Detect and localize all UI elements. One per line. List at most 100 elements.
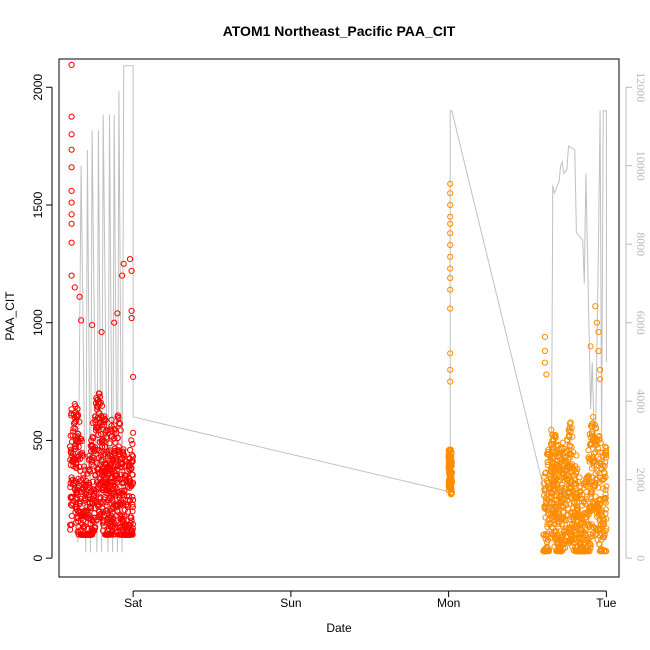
data-point: [447, 213, 454, 220]
data-point: [569, 433, 576, 440]
data-point: [115, 415, 122, 422]
data-point: [73, 514, 80, 522]
data-point: [561, 495, 568, 502]
data-point: [542, 548, 550, 555]
data-point: [68, 474, 75, 481]
data-point: [67, 446, 75, 453]
data-point: [103, 508, 110, 515]
data-point: [68, 477, 75, 484]
data-point: [98, 456, 105, 463]
data-point: [548, 467, 555, 474]
data-point: [99, 437, 106, 444]
data-point: [447, 483, 455, 490]
data-point: [68, 239, 75, 246]
data-point: [120, 260, 127, 267]
data-point: [126, 256, 134, 263]
data-point: [103, 435, 111, 442]
data-point: [541, 347, 549, 355]
data-point: [447, 253, 454, 260]
data-point: [590, 499, 597, 506]
data-point: [95, 469, 102, 476]
data-point: [81, 507, 88, 514]
data-point: [109, 524, 116, 531]
data-point: [89, 499, 96, 507]
data-point: [82, 490, 89, 497]
data-point: [111, 435, 118, 442]
data-point: [121, 475, 129, 482]
data-point: [111, 422, 118, 429]
data-point: [94, 397, 101, 404]
data-point: [111, 426, 118, 433]
data-point: [602, 443, 609, 450]
data-point: [603, 448, 610, 455]
data-point: [124, 493, 131, 500]
data-point: [67, 521, 74, 529]
data-point: [547, 520, 554, 528]
data-point: [71, 419, 79, 426]
data-point: [587, 440, 594, 447]
data-point: [109, 489, 116, 496]
chart-title: ATOM1 Northeast_Pacific PAA_CIT: [223, 23, 456, 39]
data-point: [551, 448, 558, 455]
data-point: [602, 474, 609, 481]
data-point: [82, 497, 89, 504]
data-point: [80, 463, 88, 470]
data-point: [593, 319, 601, 326]
data-point: [108, 478, 115, 485]
data-point: [559, 470, 567, 477]
data-point: [75, 475, 82, 483]
data-point: [86, 485, 94, 492]
data-point: [551, 454, 558, 461]
data-point: [563, 527, 570, 534]
data-point: [587, 504, 594, 512]
data-point: [108, 459, 116, 467]
data-point: [576, 514, 583, 521]
data-point: [553, 475, 560, 482]
data-point: [75, 484, 82, 491]
y-tick-label: 2000: [31, 74, 45, 101]
data-point: [598, 521, 605, 528]
data-point: [585, 472, 592, 479]
data-point: [581, 548, 589, 555]
data-point: [68, 211, 75, 218]
data-point: [112, 450, 119, 457]
data-point: [447, 456, 454, 463]
data-point: [583, 496, 590, 503]
data-point: [547, 476, 554, 483]
data-point: [121, 487, 128, 494]
data-point: [597, 376, 604, 383]
y-axis-label: PAA_CIT: [3, 291, 17, 341]
data-point: [447, 230, 454, 237]
data-point: [89, 478, 97, 485]
data-point: [558, 484, 565, 491]
data-point: [119, 460, 126, 467]
data-point: [113, 524, 120, 531]
data-point: [78, 317, 85, 324]
data-point: [92, 416, 99, 424]
data-point: [106, 440, 113, 447]
data-point: [602, 548, 609, 555]
data-point: [89, 322, 96, 329]
data-point: [446, 447, 454, 454]
points-layer: [67, 61, 610, 555]
data-point: [68, 113, 75, 120]
data-point: [593, 506, 601, 513]
data-point: [572, 463, 579, 470]
data-point: [553, 510, 560, 518]
data-point: [76, 499, 83, 506]
data-point: [104, 518, 111, 525]
y-tick-label: 500: [31, 430, 45, 450]
data-point: [447, 201, 454, 209]
data-point: [108, 530, 115, 538]
data-point: [68, 410, 75, 417]
data-point: [109, 496, 116, 503]
data-point: [68, 199, 75, 206]
data-point: [128, 437, 135, 444]
data-point: [115, 523, 122, 530]
axes-layer: Sat Sun Mon Tue 0 500 1000 1500 2000 0 2000 4000 600…: [31, 72, 648, 610]
data-point: [602, 510, 609, 517]
data-point: [89, 516, 96, 524]
data-point: [108, 416, 115, 423]
data-point: [67, 484, 74, 491]
data-point: [129, 471, 136, 478]
